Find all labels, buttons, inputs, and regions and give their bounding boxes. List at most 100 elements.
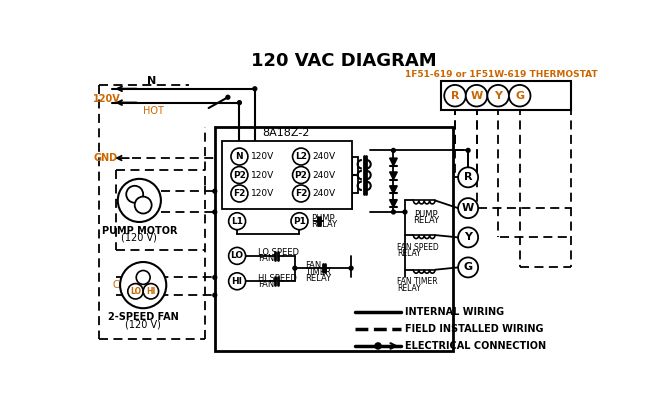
Circle shape [126,186,143,203]
Text: Y: Y [464,233,472,242]
Text: 120V: 120V [251,152,274,161]
Text: P1: P1 [293,217,306,226]
Text: N: N [236,152,243,161]
Text: HI SPEED: HI SPEED [258,274,297,283]
Circle shape [403,210,407,214]
Text: G: G [515,91,524,101]
Circle shape [228,213,246,230]
Bar [222,141,352,209]
Text: HI: HI [146,287,155,296]
Circle shape [237,101,241,105]
Circle shape [458,257,478,277]
Text: FAN SPEED: FAN SPEED [397,243,439,252]
Text: W: W [470,91,482,101]
Circle shape [231,166,248,184]
Circle shape [293,166,310,184]
Text: 1F51-619 or 1F51W-619 THERMOSTAT: 1F51-619 or 1F51W-619 THERMOSTAT [405,70,598,80]
Circle shape [375,343,381,349]
Text: 120 VAC DIAGRAM: 120 VAC DIAGRAM [251,52,436,70]
Circle shape [231,148,248,165]
Text: L2: L2 [295,152,307,161]
Circle shape [444,85,466,106]
Text: TIMER: TIMER [305,268,331,277]
Circle shape [213,293,216,297]
Circle shape [349,266,353,270]
Text: F2: F2 [295,189,308,198]
Circle shape [136,271,150,285]
Circle shape [226,96,230,99]
Text: PUMP MOTOR: PUMP MOTOR [102,226,177,236]
Text: W: W [462,203,474,213]
Text: ELECTRICAL CONNECTION: ELECTRICAL CONNECTION [405,341,546,351]
Text: LO: LO [130,287,141,296]
Circle shape [293,148,310,165]
Circle shape [231,185,248,202]
Circle shape [391,148,395,152]
Circle shape [213,189,216,193]
Circle shape [118,179,161,222]
Text: Y: Y [494,91,502,101]
Text: PUMP: PUMP [414,210,438,219]
Circle shape [293,185,310,202]
Text: LO: LO [230,251,244,260]
Circle shape [291,213,308,230]
Text: RELAY: RELAY [397,284,421,292]
Circle shape [293,266,297,270]
Circle shape [458,167,478,187]
Circle shape [213,276,216,279]
Text: FIELD INSTALLED WIRING: FIELD INSTALLED WIRING [405,324,543,334]
Bar [215,127,454,351]
Text: FAN: FAN [305,261,321,270]
Circle shape [466,148,470,152]
Text: FAN: FAN [258,254,274,264]
Bar [441,81,571,110]
Text: RELAY: RELAY [413,216,439,225]
Text: F2: F2 [233,189,246,198]
Polygon shape [389,186,397,194]
Polygon shape [389,172,397,180]
Circle shape [143,284,159,299]
Text: R: R [464,172,472,182]
Text: COM: COM [113,280,135,290]
Circle shape [120,262,166,308]
Polygon shape [389,200,397,207]
Text: PUMP: PUMP [311,214,334,222]
Text: (120 V): (120 V) [125,319,161,329]
Circle shape [135,197,151,214]
Text: HI: HI [232,277,243,286]
Circle shape [213,210,216,214]
Circle shape [487,85,509,106]
Circle shape [458,198,478,218]
Text: P2: P2 [233,171,246,179]
Text: 2-SPEED FAN: 2-SPEED FAN [108,312,178,322]
Circle shape [228,273,246,290]
Text: P2: P2 [295,171,308,179]
Text: RELAY: RELAY [311,220,337,229]
Polygon shape [389,158,397,166]
Circle shape [253,87,257,91]
Text: FAN: FAN [258,280,274,289]
Text: LO SPEED: LO SPEED [258,248,299,257]
Text: L1: L1 [231,217,243,226]
Text: 120V: 120V [251,189,274,198]
Text: RELAY: RELAY [305,274,331,283]
Text: 240V: 240V [313,152,336,161]
Text: GND: GND [93,153,117,163]
Circle shape [128,284,143,299]
Text: 120V: 120V [251,171,274,179]
Circle shape [391,210,395,214]
Circle shape [509,85,531,106]
Text: HOT: HOT [143,106,164,116]
Text: G: G [464,262,472,272]
Text: RELAY: RELAY [397,249,421,258]
Text: FAN TIMER: FAN TIMER [397,277,438,287]
Text: 240V: 240V [313,189,336,198]
Text: N: N [147,76,156,86]
Text: INTERNAL WIRING: INTERNAL WIRING [405,307,504,317]
Text: R: R [451,91,459,101]
Text: 120V: 120V [93,94,121,104]
Text: 8A18Z-2: 8A18Z-2 [262,129,310,138]
Circle shape [458,228,478,247]
Text: (120 V): (120 V) [121,233,157,243]
Text: 240V: 240V [313,171,336,179]
